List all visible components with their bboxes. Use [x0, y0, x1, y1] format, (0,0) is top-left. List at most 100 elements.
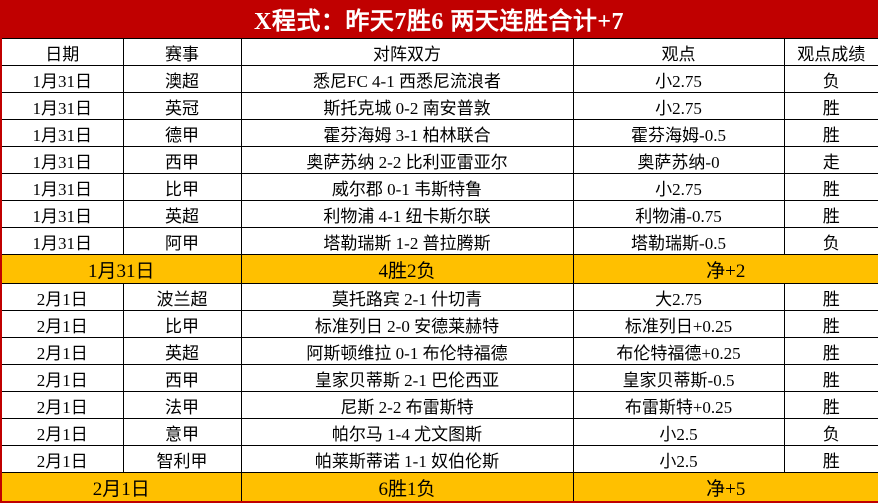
- summary-row: 1月31日 4胜2负 净+2: [0, 254, 878, 284]
- cell-view: 小2.75: [572, 92, 785, 120]
- cell-result: 胜: [783, 283, 878, 311]
- cell-date: 1月31日: [0, 146, 124, 174]
- cell-date: 2月1日: [0, 391, 124, 419]
- cell-view: 小2.5: [572, 418, 785, 446]
- cell-competition: 意甲: [122, 418, 242, 446]
- cell-match: 斯托克城 0-2 南安普敦: [240, 92, 574, 120]
- cell-date: 2月1日: [0, 337, 124, 365]
- table-row: 1月31日 英超 利物浦 4-1 纽卡斯尔联 利物浦-0.75 胜: [0, 200, 878, 228]
- cell-result: 胜: [783, 92, 878, 120]
- cell-match: 利物浦 4-1 纽卡斯尔联: [240, 200, 574, 228]
- cell-date: 2月1日: [0, 283, 124, 311]
- cell-view: 利物浦-0.75: [572, 200, 785, 228]
- cell-competition: 波兰超: [122, 283, 242, 311]
- cell-competition: 澳超: [122, 65, 242, 93]
- column-header-date: 日期: [0, 38, 124, 66]
- cell-result: 胜: [783, 119, 878, 147]
- column-header-result: 观点成绩: [783, 38, 878, 66]
- table-row: 1月31日 澳超 悉尼FC 4-1 西悉尼流浪者 小2.75 负: [0, 65, 878, 93]
- cell-view: 布伦特福德+0.25: [572, 337, 785, 365]
- summary-row: 2月1日 6胜1负 净+5: [0, 472, 878, 503]
- summary-net: 净+2: [572, 254, 878, 284]
- column-header-comp: 赛事: [122, 38, 242, 66]
- cell-date: 2月1日: [0, 364, 124, 392]
- cell-result: 胜: [783, 391, 878, 419]
- cell-view: 霍芬海姆-0.5: [572, 119, 785, 147]
- cell-date: 1月31日: [0, 65, 124, 93]
- cell-match: 标准列日 2-0 安德莱赫特: [240, 310, 574, 338]
- table-row: 2月1日 法甲 尼斯 2-2 布雷斯特 布雷斯特+0.25 胜: [0, 391, 878, 419]
- table-row: 1月31日 阿甲 塔勒瑞斯 1-2 普拉腾斯 塔勒瑞斯-0.5 负: [0, 227, 878, 255]
- cell-result: 胜: [783, 200, 878, 228]
- cell-competition: 英超: [122, 337, 242, 365]
- header-row: 日期 赛事 对阵双方 观点 观点成绩: [0, 38, 878, 66]
- page-title: X程式：昨天7胜6 两天连胜合计+7: [0, 0, 878, 38]
- cell-date: 2月1日: [0, 445, 124, 473]
- cell-view: 小2.5: [572, 445, 785, 473]
- cell-competition: 英超: [122, 200, 242, 228]
- cell-result: 负: [783, 65, 878, 93]
- cell-match: 奥萨苏纳 2-2 比利亚雷亚尔: [240, 146, 574, 174]
- cell-competition: 西甲: [122, 146, 242, 174]
- cell-view: 布雷斯特+0.25: [572, 391, 785, 419]
- cell-competition: 法甲: [122, 391, 242, 419]
- cell-competition: 英冠: [122, 92, 242, 120]
- cell-match: 皇家贝蒂斯 2-1 巴伦西亚: [240, 364, 574, 392]
- cell-view: 皇家贝蒂斯-0.5: [572, 364, 785, 392]
- table-row: 2月1日 波兰超 莫托路宾 2-1 什切青 大2.75 胜: [0, 283, 878, 311]
- table-body: 1月31日 澳超 悉尼FC 4-1 西悉尼流浪者 小2.75 负 1月31日 英冠 斯托克城 …: [0, 65, 878, 503]
- cell-match: 霍芬海姆 3-1 柏林联合: [240, 119, 574, 147]
- cell-view: 塔勒瑞斯-0.5: [572, 227, 785, 255]
- predictions-table: 日期 赛事 对阵双方 观点 观点成绩 1月31日 澳超 悉尼FC 4-1 西悉尼流浪…: [0, 38, 878, 503]
- cell-result: 胜: [783, 337, 878, 365]
- cell-result: 胜: [783, 445, 878, 473]
- cell-match: 悉尼FC 4-1 西悉尼流浪者: [240, 65, 574, 93]
- cell-match: 帕莱斯蒂诺 1-1 奴伯伦斯: [240, 445, 574, 473]
- cell-competition: 智利甲: [122, 445, 242, 473]
- column-header-match: 对阵双方: [240, 38, 574, 66]
- table-row: 1月31日 德甲 霍芬海姆 3-1 柏林联合 霍芬海姆-0.5 胜: [0, 119, 878, 147]
- cell-view: 小2.75: [572, 65, 785, 93]
- cell-date: 1月31日: [0, 173, 124, 201]
- cell-result: 胜: [783, 173, 878, 201]
- cell-result: 胜: [783, 310, 878, 338]
- table-row: 2月1日 比甲 标准列日 2-0 安德莱赫特 标准列日+0.25 胜: [0, 310, 878, 338]
- summary-date: 1月31日: [0, 254, 242, 284]
- cell-date: 1月31日: [0, 92, 124, 120]
- cell-date: 2月1日: [0, 418, 124, 446]
- cell-match: 帕尔马 1-4 尤文图斯: [240, 418, 574, 446]
- cell-view: 奥萨苏纳-0: [572, 146, 785, 174]
- table-header: 日期 赛事 对阵双方 观点 观点成绩: [0, 38, 878, 66]
- cell-result: 负: [783, 418, 878, 446]
- table-row: 2月1日 英超 阿斯顿维拉 0-1 布伦特福德 布伦特福德+0.25 胜: [0, 337, 878, 365]
- table-row: 2月1日 西甲 皇家贝蒂斯 2-1 巴伦西亚 皇家贝蒂斯-0.5 胜: [0, 364, 878, 392]
- cell-result: 走: [783, 146, 878, 174]
- cell-competition: 比甲: [122, 173, 242, 201]
- cell-date: 1月31日: [0, 119, 124, 147]
- cell-result: 负: [783, 227, 878, 255]
- summary-net: 净+5: [572, 472, 878, 503]
- cell-competition: 比甲: [122, 310, 242, 338]
- cell-match: 塔勒瑞斯 1-2 普拉腾斯: [240, 227, 574, 255]
- column-header-view: 观点: [572, 38, 785, 66]
- cell-competition: 德甲: [122, 119, 242, 147]
- table-row: 2月1日 智利甲 帕莱斯蒂诺 1-1 奴伯伦斯 小2.5 胜: [0, 445, 878, 473]
- cell-result: 胜: [783, 364, 878, 392]
- cell-match: 阿斯顿维拉 0-1 布伦特福德: [240, 337, 574, 365]
- cell-date: 1月31日: [0, 227, 124, 255]
- cell-view: 小2.75: [572, 173, 785, 201]
- cell-view: 大2.75: [572, 283, 785, 311]
- cell-view: 标准列日+0.25: [572, 310, 785, 338]
- cell-match: 尼斯 2-2 布雷斯特: [240, 391, 574, 419]
- table-row: 2月1日 意甲 帕尔马 1-4 尤文图斯 小2.5 负: [0, 418, 878, 446]
- summary-record: 6胜1负: [240, 472, 574, 503]
- cell-competition: 西甲: [122, 364, 242, 392]
- cell-match: 威尔郡 0-1 韦斯特鲁: [240, 173, 574, 201]
- summary-record: 4胜2负: [240, 254, 574, 284]
- table-row: 1月31日 西甲 奥萨苏纳 2-2 比利亚雷亚尔 奥萨苏纳-0 走: [0, 146, 878, 174]
- summary-date: 2月1日: [0, 472, 242, 503]
- table-row: 1月31日 英冠 斯托克城 0-2 南安普敦 小2.75 胜: [0, 92, 878, 120]
- cell-match: 莫托路宾 2-1 什切青: [240, 283, 574, 311]
- cell-date: 1月31日: [0, 200, 124, 228]
